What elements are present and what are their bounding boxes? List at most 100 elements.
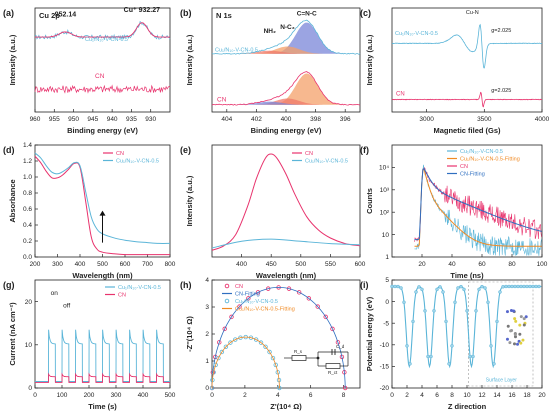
data-point (233, 337, 238, 342)
legend-entry: CN (118, 293, 126, 299)
x-tick-label: 400 (138, 392, 149, 399)
y-axis-label: Intensity (a.u.) (8, 34, 17, 85)
x-tick-label: 100 (537, 261, 548, 268)
legend-entry: CN-Fitting (235, 292, 260, 298)
x-axis-label: Time (ns) (450, 271, 484, 280)
potential-point (510, 284, 514, 289)
potential-point (435, 287, 439, 292)
x-tick-label: 6 (309, 392, 313, 399)
x-tick-label: 600 (120, 261, 131, 268)
potential-point (420, 287, 424, 292)
plot-frame (34, 279, 171, 389)
y-axis-label: Current (nA cm⁻²) (8, 302, 17, 366)
x-axis-label: Time (s) (88, 402, 117, 411)
x-tick-label: 20 (538, 392, 546, 399)
x-tick-label: 0 (390, 392, 394, 399)
series-label: Cu₁/N₁₀-V-CN-0.5 (215, 48, 258, 54)
potential-point (525, 284, 529, 289)
y-tick-label: 0.8 (23, 190, 32, 197)
y-tick-label: 4 (205, 277, 209, 284)
x-axis-label: Binding energy (eV) (67, 126, 138, 135)
structure-inset (505, 308, 528, 346)
potential-point (504, 284, 508, 289)
x-tick-label: 8 (450, 392, 454, 399)
atom (513, 317, 517, 321)
panel-g: (g)Time (s)Current (nA cm⁻²)0 100 200 300 40… (3, 279, 176, 411)
y-tick-label: -10 (380, 342, 390, 349)
series-label: CN (95, 73, 105, 80)
series-line (211, 238, 361, 249)
x-tick-label: 550 (325, 261, 336, 268)
y-tick-label: 0.4 (23, 222, 32, 229)
potential-point (441, 290, 445, 294)
series-line (391, 91, 542, 108)
data-point (306, 296, 312, 301)
atom (514, 319, 518, 323)
circuit-resistor (325, 363, 341, 369)
potential-point (465, 309, 469, 313)
legend-entry: Cu₁/N₁₀-V-CN-0.5-Fitting (235, 307, 295, 313)
data-point (323, 314, 328, 320)
panel-label: (d) (3, 145, 15, 155)
component-peak (212, 22, 360, 54)
panel-a: (a) Cu 2p Binding energy (eV) Intensity (a.… (3, 7, 171, 135)
potential-point (513, 284, 517, 289)
y-axis-label: Absorbance (8, 179, 17, 222)
x-tick-label: 500 (165, 392, 176, 399)
x-tick-label: 4 (276, 392, 280, 399)
potential-point (411, 319, 415, 324)
panel-label: (g) (3, 280, 15, 290)
series-line (414, 164, 542, 256)
data-point (270, 355, 276, 361)
potential-point (507, 284, 511, 289)
x-tick-label: 500 (295, 261, 306, 268)
x-tick-label: 935 (126, 116, 137, 123)
switch-annotation: off (63, 303, 70, 310)
atom (510, 328, 514, 332)
potential-point (405, 344, 409, 348)
g-value-annotation: g=2.025 (491, 28, 511, 34)
atom (522, 317, 526, 321)
panel-i: (i) Z direction Potential energy (eV) 0 2 4 6 8… (360, 277, 546, 411)
panel-d: (d) Wavelength (nm) Absorbance 200 300 400 500… (3, 142, 176, 280)
y-tick-label: 0.2 (23, 238, 32, 245)
panel-label: (h) (180, 280, 192, 290)
legend-entry: Cu₁/N₁₀-V-CN-0.5-Fitting (460, 157, 520, 163)
x-tick-label: 396 (340, 116, 351, 123)
potential-point (423, 309, 427, 313)
legend-entry: Cu₁/N₁₀-V-CN-0.5 (235, 299, 278, 305)
series-line (391, 23, 543, 69)
series-line (211, 19, 361, 55)
atom (512, 309, 516, 313)
x-tick-label: 14 (493, 392, 501, 399)
peak-annotation: Cu⁺ 932.27 (124, 7, 160, 14)
data-point (228, 340, 233, 345)
x-tick-label: 400 (281, 116, 292, 123)
atom (508, 341, 512, 345)
component-peak (212, 98, 360, 105)
plot-frame (391, 7, 543, 113)
y-tick-label: 1 (385, 254, 389, 261)
x-tick-label: 4000 (535, 116, 550, 123)
atom (505, 337, 509, 341)
fit-line (35, 22, 170, 38)
potential-point (516, 284, 520, 289)
y-tick-label: 5 (385, 277, 389, 284)
y-tick-label: 1.2 (23, 158, 32, 165)
potential-point (489, 344, 493, 348)
atom (521, 338, 525, 342)
panel-label: (c) (360, 8, 371, 18)
x-tick-label: 400 (75, 261, 86, 268)
y-tick-label: -15 (380, 364, 390, 371)
atom (519, 341, 523, 345)
x-tick-label: 500 (97, 261, 108, 268)
peak-annotation: C=N-C (297, 10, 317, 17)
x-tick-label: 945 (87, 116, 98, 123)
potential-point (402, 300, 406, 305)
x-tick-label: 40 (448, 261, 456, 268)
series-line (35, 372, 170, 383)
potential-point (522, 284, 526, 289)
component-peak (212, 73, 360, 105)
equivalent-circuit: R_s C_d R_ct (284, 344, 349, 375)
